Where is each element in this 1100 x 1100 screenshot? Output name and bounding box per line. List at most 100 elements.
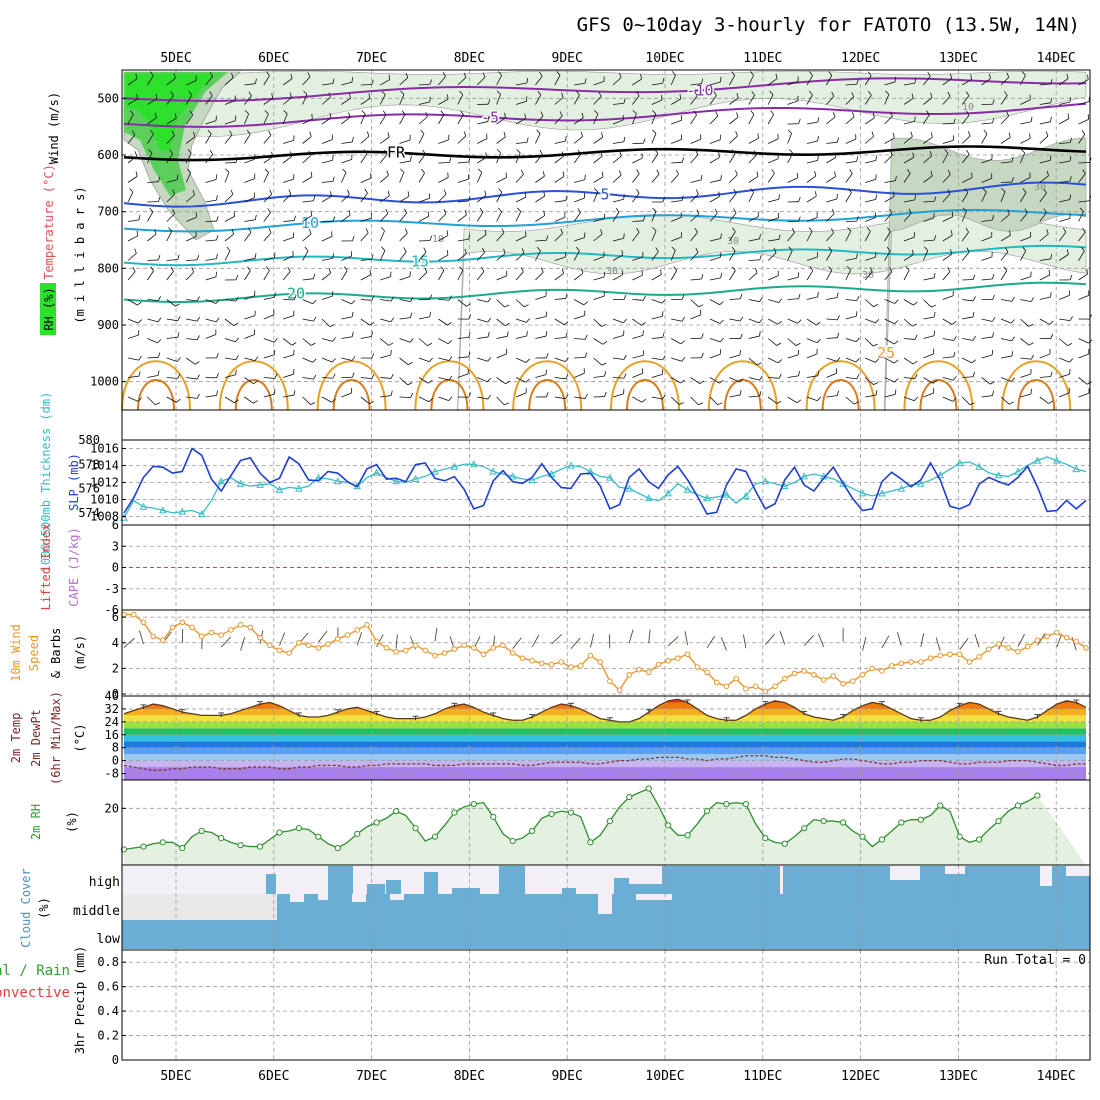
wind-barb-staff — [573, 153, 582, 164]
wind-barb-flag — [671, 71, 676, 76]
y-tick-label: 4 — [112, 636, 119, 650]
wind-barb-flag — [351, 356, 356, 361]
y-tick-label: 1014 — [90, 459, 119, 473]
temperature-band — [124, 760, 1086, 768]
wind-barb-staff — [1020, 75, 1026, 86]
wind-barb-flag — [584, 78, 587, 84]
thickness-point — [275, 485, 284, 493]
wind-barb-staff — [1039, 175, 1049, 183]
wind-barb-staff — [147, 181, 159, 183]
wind-barb-staff — [864, 117, 875, 125]
wind-barb-flag — [429, 79, 432, 85]
wind-barb-staff — [205, 395, 217, 398]
wind-barb-flag — [933, 272, 936, 278]
wind-barb-staff — [884, 94, 890, 105]
wind-barb-flag — [694, 91, 698, 96]
wind-barb-flag — [216, 235, 219, 241]
wind-barb-flag — [487, 116, 490, 122]
wind-barb-flag — [175, 303, 180, 307]
wind-barb-staff — [961, 78, 972, 86]
wind-barb-flag — [235, 157, 238, 163]
wind-barb-staff — [1000, 76, 1010, 86]
wind-barb-flag — [828, 71, 833, 76]
wind-barb-staff — [981, 219, 993, 222]
wind-barb-staff — [826, 318, 838, 321]
wind-barb-staff — [205, 120, 217, 125]
wind-barb-flag — [889, 150, 893, 156]
wind-barb-flag — [466, 303, 471, 307]
date-label-top: 13DEC — [939, 51, 978, 66]
wind-speed-point — [752, 683, 759, 690]
wind-barb-staff — [884, 394, 896, 398]
wind-barb-flag — [1024, 208, 1028, 214]
wind-barb-staff — [263, 113, 269, 125]
wind-barb-staff — [845, 192, 852, 203]
wind-barb-flag — [1009, 401, 1014, 405]
wind-barb-staff — [244, 295, 255, 300]
wind-barb-staff — [302, 155, 311, 164]
wind-barb-staff — [360, 153, 368, 164]
wind-barb-staff — [612, 318, 624, 324]
wind-barb-staff — [942, 78, 952, 86]
wind-barb-staff — [186, 80, 197, 86]
temperature-band — [124, 741, 1086, 748]
wind-barb-staff — [923, 200, 935, 203]
wind-barb-staff — [670, 74, 676, 86]
wind-barb-flag — [912, 249, 914, 255]
ylabel-cloud-2: (%) — [37, 897, 51, 919]
wind-barb-staff — [767, 173, 775, 183]
cloud-cover-cells — [122, 866, 1090, 949]
wind-barb-flag — [947, 267, 951, 272]
thickness-point — [1033, 456, 1042, 464]
wind-speed-point — [743, 686, 749, 692]
wind-barb-staff — [379, 174, 389, 183]
wind-barb-staff — [845, 396, 855, 405]
wind-barb-flag — [1030, 354, 1035, 360]
wind-barb-flag — [235, 355, 239, 360]
wind-barb-staff — [787, 133, 793, 144]
wind-barb-staff — [496, 396, 505, 406]
wind-barb-flag — [739, 389, 742, 396]
wind-barb-flag — [565, 293, 568, 299]
wind-barb-flag — [137, 397, 142, 402]
wind-barb-staff — [768, 238, 780, 242]
thickness-point — [159, 506, 167, 514]
wind-barb-staff — [1078, 79, 1089, 86]
wind-barb-flag — [496, 90, 501, 95]
wind-barb-staff — [321, 83, 333, 86]
wind-barb-flag — [138, 214, 141, 220]
isotherm-warm-loop-inner — [723, 379, 762, 411]
wind-barb-flag — [313, 316, 317, 322]
wind-10m-barb — [279, 632, 286, 646]
thickness-point — [469, 460, 478, 468]
wind-barb-flag — [1022, 246, 1027, 252]
wind-barb-staff — [360, 232, 369, 242]
wind-barb-flag — [834, 171, 836, 177]
wind-barb-flag — [561, 268, 564, 274]
thickness-point — [1072, 465, 1081, 473]
wind-barb-staff — [399, 212, 408, 222]
y-tick-label: 0 — [112, 561, 119, 575]
y-tick-label: 40 — [105, 689, 119, 703]
wind-barb-staff — [360, 217, 372, 222]
wind-barb-staff — [321, 195, 332, 203]
rh-2m-series — [120, 785, 1041, 853]
wind-barb-flag — [404, 208, 408, 214]
wind-speed-point — [1005, 645, 1012, 651]
wind-barb-flag — [914, 374, 918, 379]
wind-barb-flag — [176, 398, 181, 403]
wind-barb-flag — [564, 357, 569, 362]
y-tick-label: -3 — [105, 582, 119, 596]
wind-barb-staff — [787, 338, 797, 346]
wind-barb-staff — [962, 338, 974, 341]
rh-contour-label: 30 — [862, 270, 874, 281]
wind-barb-flag — [778, 234, 781, 240]
thickness-point — [644, 494, 653, 502]
wind-barb-flag — [701, 333, 704, 339]
wind-barb-staff — [224, 77, 234, 86]
wind-barb-staff — [709, 256, 721, 261]
wind-barb-flag — [135, 73, 138, 79]
wind-barb-staff — [1078, 392, 1090, 398]
cloud-high-cell — [620, 884, 662, 894]
